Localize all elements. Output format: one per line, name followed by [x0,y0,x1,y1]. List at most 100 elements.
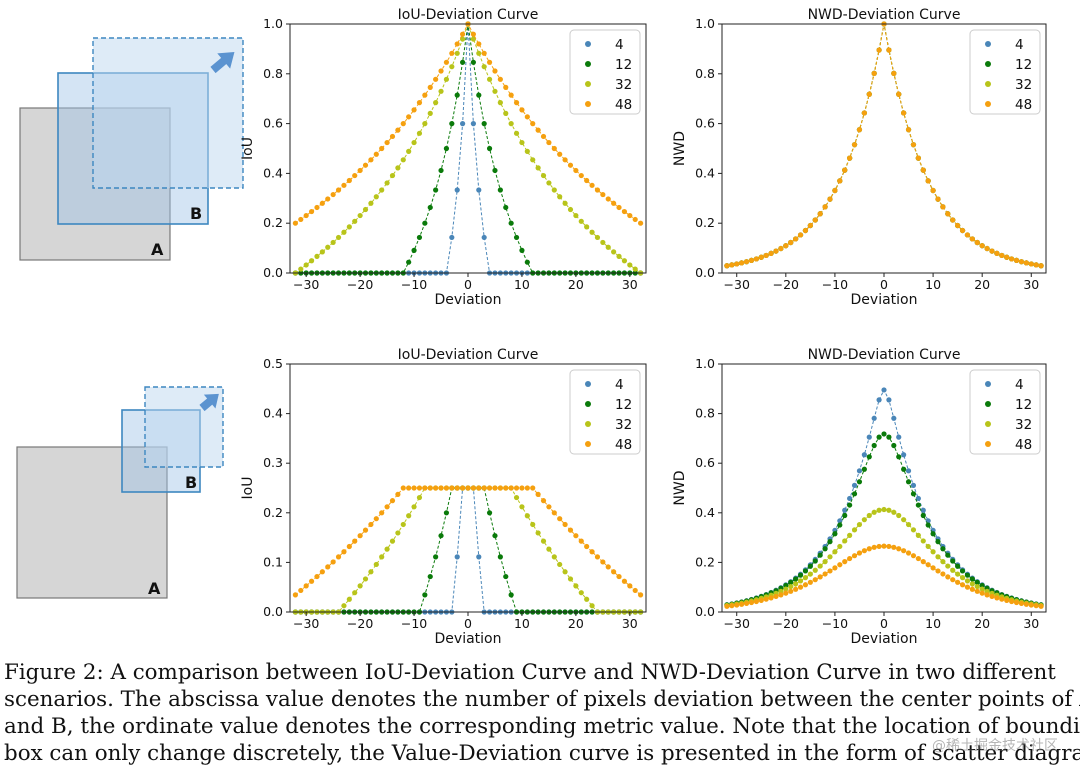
data-point [896,91,902,97]
data-point [1018,600,1025,607]
data-point [856,521,863,528]
data-point [470,121,476,127]
data-point [352,218,358,224]
data-point [308,578,315,584]
y-tick-label: 1.0 [263,16,283,31]
data-point [400,485,406,491]
data-point [341,603,347,609]
series-line-12 [295,487,641,613]
data-point [822,571,828,577]
data-point [308,208,315,215]
data-point [486,145,493,152]
data-point [438,167,444,174]
x-axis-label: Deviation [435,631,502,647]
data-point [621,208,628,215]
data-point [519,485,525,491]
legend-label: 32 [1015,417,1032,433]
data-point [832,531,838,537]
data-point [443,59,450,65]
data-point [519,139,525,146]
data-point [920,512,926,519]
data-point [406,148,412,154]
scenario-2-diagram-svg: B A [16,386,224,599]
data-point [443,76,450,82]
data-point [486,485,493,491]
data-point [891,544,897,550]
data-point [842,559,848,565]
data-point [896,546,902,552]
y-tick-label: 0.2 [263,505,283,520]
data-point [362,576,369,582]
data-point [319,569,325,575]
data-point [802,568,809,574]
data-point [797,578,804,584]
x-tick-label: 30 [1023,616,1039,631]
data-point [573,167,579,174]
data-point [540,538,547,544]
data-point [454,41,460,47]
data-point [783,586,789,592]
data-point [945,552,951,558]
data-point [861,466,867,472]
box-a [16,446,168,599]
data-point [600,239,606,246]
data-point [861,452,867,458]
data-point [837,178,843,184]
x-tick-label: −10 [401,616,427,631]
data-point [308,258,315,264]
x-tick-label: 20 [974,616,990,631]
data-point [389,133,396,140]
data-point [605,564,611,570]
data-point [497,76,503,82]
data-point [866,512,872,519]
data-point [497,100,503,106]
data-point [411,247,417,253]
data-point [427,204,433,211]
legend-marker [985,81,991,87]
data-point [802,582,809,588]
x-tick-label: −20 [773,616,799,631]
data-point [969,586,975,592]
legend-label: 32 [615,77,632,93]
x-tick-label: −20 [347,616,373,631]
legend-marker [985,421,991,427]
data-point [901,110,907,116]
data-point [476,485,482,491]
data-point [362,162,369,168]
data-point [827,196,833,202]
data-point [503,573,509,580]
data-point [438,485,444,491]
data-point [503,204,509,211]
data-point [964,572,971,578]
data-point [551,510,557,516]
x-tick-label: −20 [347,277,373,292]
data-point [567,162,574,168]
data-point [481,121,487,127]
data-point [546,139,552,146]
data-point [449,485,455,491]
data-point [557,516,563,522]
data-point [920,167,926,173]
series-32 [724,506,1044,609]
data-point [330,191,336,198]
x-tick-label: 0 [464,616,472,631]
legend-marker [585,81,591,87]
data-point [433,554,439,560]
data-point [1013,599,1020,606]
data-point [832,565,838,571]
data-point [346,543,352,550]
data-point [497,485,503,491]
data-point [535,530,541,536]
data-point [508,92,514,98]
data-point [753,256,759,262]
data-point [481,50,487,56]
data-point [298,587,304,594]
arrow-up-right-icon [210,52,235,74]
data-point [627,583,633,589]
data-point [584,224,590,230]
data-point [535,127,541,133]
data-point [411,107,417,113]
scenario-1-diagram: B A [0,20,260,270]
data-point [379,187,385,193]
arrow-up-right-icon [199,393,219,412]
